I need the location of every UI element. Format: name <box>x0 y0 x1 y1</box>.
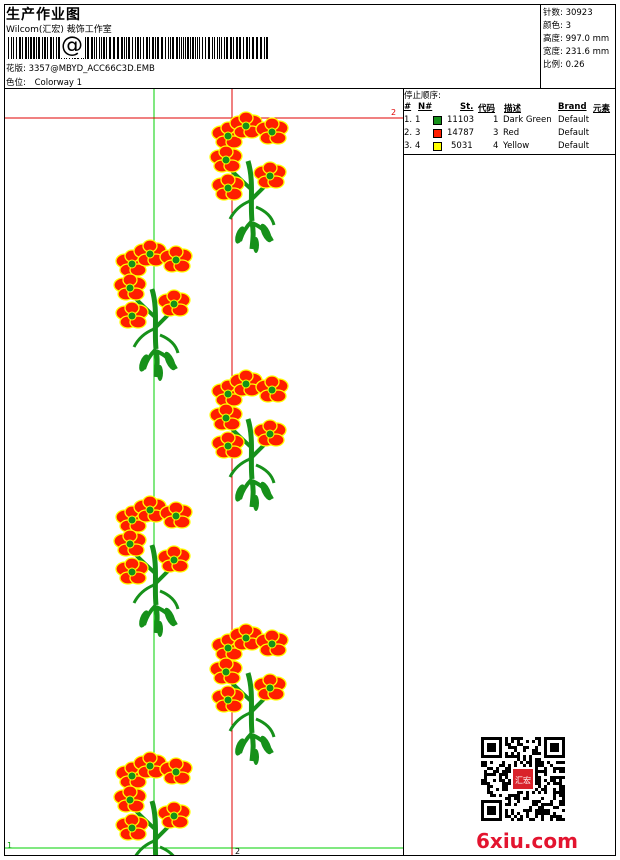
colorway-line: 色位: Colorway 1 <box>6 76 82 88</box>
color-swatch <box>433 116 442 125</box>
barcode-symbol: @ <box>60 33 84 58</box>
flower-motif <box>114 496 192 637</box>
table-row: 1. 1 11103 1 Dark Green Default <box>404 115 590 125</box>
stat-colors: 颜色: 3 <box>543 21 571 31</box>
colorway-label: 色位: <box>6 78 26 88</box>
col-element: 元素 <box>593 104 611 114</box>
stats-panel: 针数: 30923 颜色: 3 高度: 997.0 mm 宽度: 231.6 m… <box>541 4 616 89</box>
flower-motif <box>210 112 288 253</box>
watermark-logo: 6xiu.com <box>476 829 578 853</box>
table-row: 3. 4 5031 4 Yellow Default <box>404 141 590 151</box>
qr-code: 汇宏 <box>481 737 565 821</box>
file-name: 3357@MBYD_ACC66C3D.EMB <box>28 64 155 74</box>
flower-motif <box>210 370 288 511</box>
guide-mark: 2 <box>391 108 397 117</box>
guide-mark: 1 <box>7 841 13 850</box>
stat-stitches: 针数: 30923 <box>543 8 593 18</box>
guide-mark: 2 <box>235 847 241 855</box>
table-row: 2. 3 14787 3 Red Default <box>404 128 590 138</box>
flower-motif <box>210 624 288 765</box>
flower-motif <box>114 752 192 855</box>
stop-heading: 停止顺序: <box>404 91 441 101</box>
file-line: 花版: 3357@MBYD_ACC66C3D.EMB <box>6 62 155 74</box>
col-brand: Brand <box>558 102 587 112</box>
page-title: 生产作业图 <box>6 7 81 23</box>
stop-sequence-table: 停止顺序: # N# St. 代码 描述 Brand 元素 1. 1 11103… <box>404 89 616 155</box>
stat-width: 宽度: 231.6 mm <box>543 47 610 57</box>
colorway-name: Colorway 1 <box>34 78 83 88</box>
flower-motif <box>114 240 192 381</box>
col-description: 描述 <box>504 104 522 114</box>
barcode <box>8 37 268 59</box>
color-swatch <box>433 142 442 151</box>
col-needle: N# <box>418 102 433 112</box>
company-name: Wilcom(汇宏) 裁饰工作室 <box>6 25 112 35</box>
design-preview: 2 1 2 <box>5 89 404 855</box>
qr-stamp: 汇宏 <box>515 775 531 785</box>
header-panel <box>4 4 541 89</box>
col-code: 代码 <box>478 104 496 114</box>
embroidery-design <box>5 89 403 855</box>
color-swatch <box>433 129 442 138</box>
stat-scale: 比例: 0.26 <box>543 60 585 70</box>
file-label: 花版: <box>6 64 26 74</box>
col-stitches: St. <box>460 102 474 112</box>
stat-height: 高度: 997.0 mm <box>543 34 610 44</box>
col-stop: # <box>404 102 412 112</box>
sheet-border <box>4 4 616 856</box>
